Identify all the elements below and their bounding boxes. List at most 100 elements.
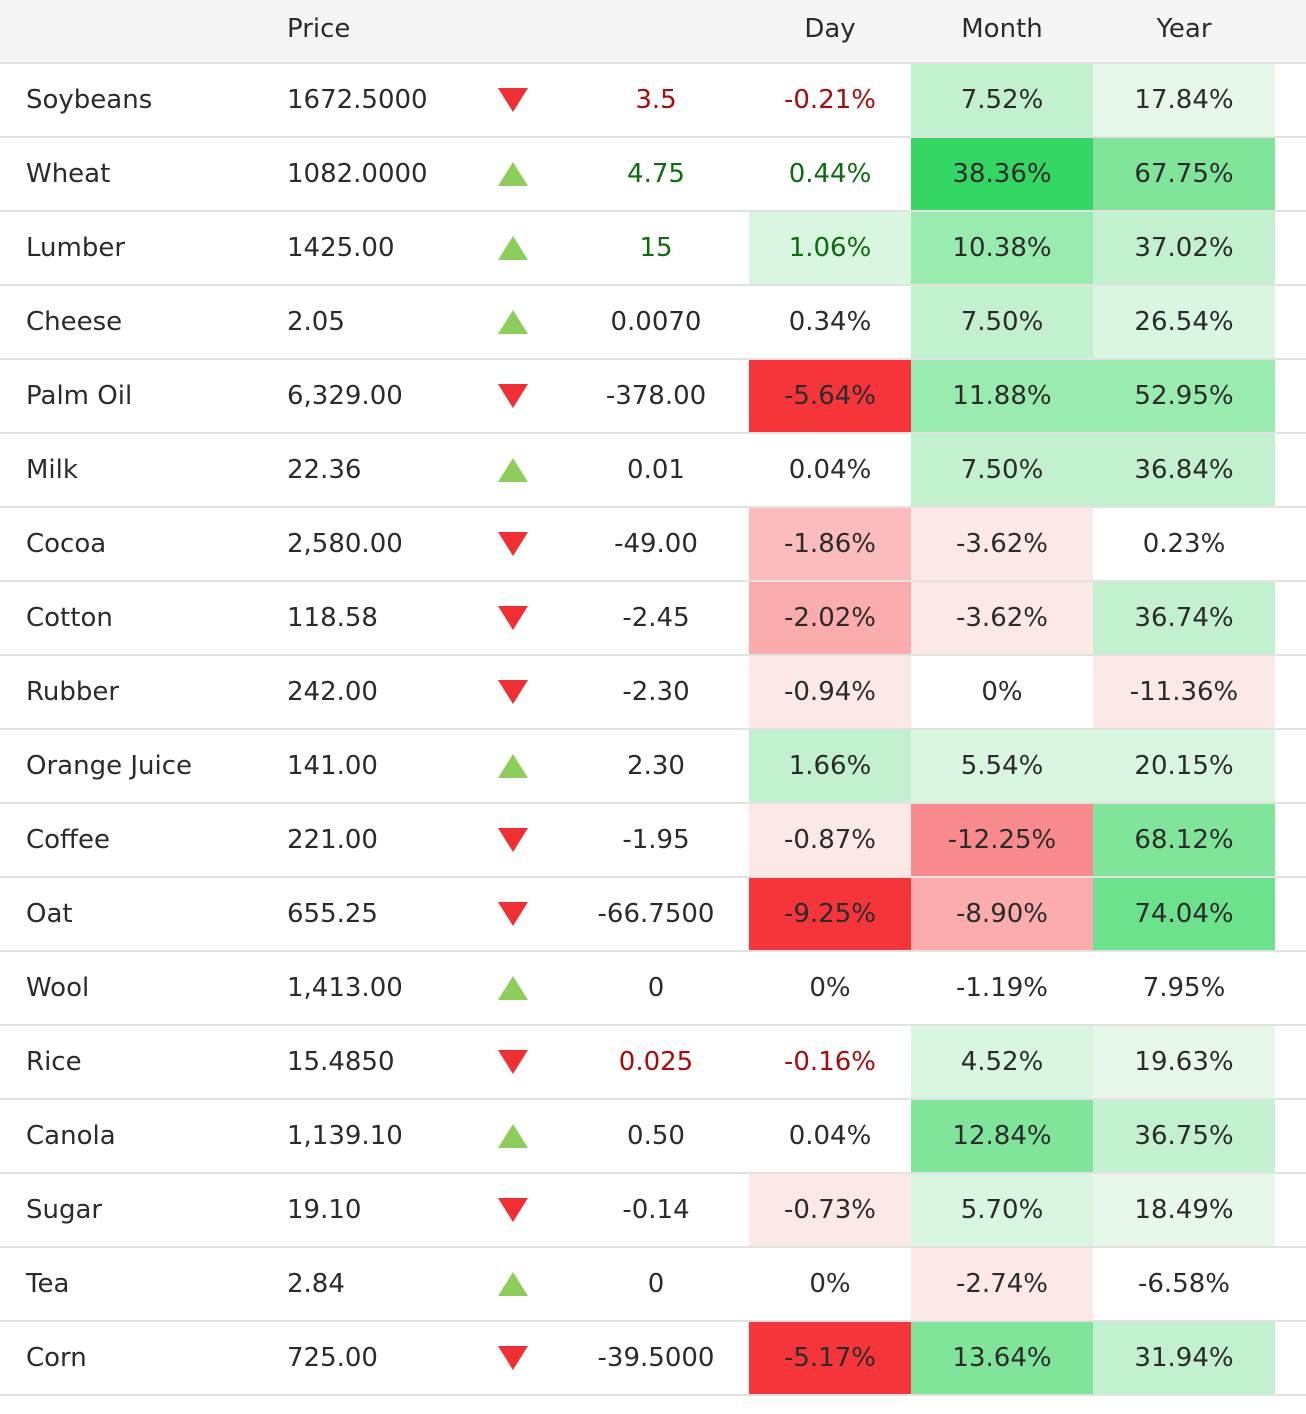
month-percent: -12.25% xyxy=(911,804,1093,876)
up-arrow-icon xyxy=(498,212,530,284)
change-value: -2.45 xyxy=(622,603,690,633)
year-percent: 31.94% xyxy=(1093,1322,1275,1394)
header-price[interactable]: Price xyxy=(287,14,351,44)
commodity-name[interactable]: Coffee xyxy=(26,825,110,855)
day-percent: 0.04% xyxy=(749,1100,911,1172)
triangle-down-icon xyxy=(498,384,528,408)
month-percent: -1.19% xyxy=(911,952,1093,1024)
commodity-name[interactable]: Milk xyxy=(26,455,78,485)
table-row[interactable]: Lumber 1425.00 15 1.06% 10.38% 37.02% xyxy=(0,212,1306,286)
year-percent: 68.12% xyxy=(1093,804,1275,876)
table-row[interactable]: Palm Oil 6,329.00 -378.00 -5.64% 11.88% 52.95… xyxy=(0,360,1306,434)
table-row[interactable]: Cocoa 2,580.00 -49.00 -1.86% -3.62% 0.23% xyxy=(0,508,1306,582)
table-row[interactable]: Wool 1,413.00 0 0% -1.19% 7.95% xyxy=(0,952,1306,1026)
table-row[interactable]: Orange Juice 141.00 2.30 1.66% 5.54% 20.15% xyxy=(0,730,1306,804)
table-row[interactable]: Milk 22.36 0.01 0.04% 7.50% 36.84% xyxy=(0,434,1306,508)
year-percent: 18.49% xyxy=(1093,1174,1275,1246)
table-row[interactable]: Coffee 221.00 -1.95 -0.87% -12.25% 68.12% xyxy=(0,804,1306,878)
down-arrow-icon xyxy=(498,656,530,728)
change-value: -2.30 xyxy=(622,677,690,707)
day-percent: -0.87% xyxy=(749,804,911,876)
down-arrow-icon xyxy=(498,1026,530,1098)
header-year[interactable]: Year xyxy=(1156,14,1212,44)
header-month[interactable]: Month xyxy=(961,14,1043,44)
commodity-name[interactable]: Cheese xyxy=(26,307,123,337)
triangle-down-icon xyxy=(498,902,528,926)
table-row[interactable]: Wheat 1082.0000 4.75 0.44% 38.36% 67.75% xyxy=(0,138,1306,212)
table-row[interactable]: Canola 1,139.10 0.50 0.04% 12.84% 36.75% xyxy=(0,1100,1306,1174)
price-value: 15.4850 xyxy=(287,1047,395,1077)
change-value: 15 xyxy=(639,233,673,263)
day-percent: -5.64% xyxy=(749,360,911,432)
table-row[interactable]: Cotton 118.58 -2.45 -2.02% -3.62% 36.74% xyxy=(0,582,1306,656)
price-value: 1,413.00 xyxy=(287,973,403,1003)
commodity-name[interactable]: Rubber xyxy=(26,677,120,707)
triangle-up-icon xyxy=(498,1272,528,1296)
table-body: Soybeans 1672.5000 3.5 -0.21% 7.52% 17.84% Whe… xyxy=(0,64,1306,1396)
commodity-name[interactable]: Lumber xyxy=(26,233,126,263)
commodity-name[interactable]: Wool xyxy=(26,973,90,1003)
year-percent: 36.74% xyxy=(1093,582,1275,654)
day-percent: 1.06% xyxy=(749,212,911,284)
commodity-name[interactable]: Canola xyxy=(26,1121,116,1151)
triangle-up-icon xyxy=(498,162,528,186)
commodity-name[interactable]: Orange Juice xyxy=(26,751,192,781)
table-row[interactable]: Soybeans 1672.5000 3.5 -0.21% 7.52% 17.84% xyxy=(0,64,1306,138)
up-arrow-icon xyxy=(498,138,530,210)
month-percent: -8.90% xyxy=(911,878,1093,950)
commodity-name[interactable]: Rice xyxy=(26,1047,82,1077)
table-row[interactable]: Corn 725.00 -39.5000 -5.17% 13.64% 31.94% xyxy=(0,1322,1306,1396)
table-row[interactable]: Rice 15.4850 0.025 -0.16% 4.52% 19.63% xyxy=(0,1026,1306,1100)
triangle-up-icon xyxy=(498,1124,528,1148)
day-percent: -5.17% xyxy=(749,1322,911,1394)
year-percent: 20.15% xyxy=(1093,730,1275,802)
triangle-up-icon xyxy=(498,236,528,260)
triangle-up-icon xyxy=(498,754,528,778)
triangle-down-icon xyxy=(498,606,528,630)
year-percent: 74.04% xyxy=(1093,878,1275,950)
day-percent: 0% xyxy=(749,1248,911,1320)
month-percent: 5.54% xyxy=(911,730,1093,802)
price-value: 22.36 xyxy=(287,455,362,485)
change-value: -66.7500 xyxy=(597,899,715,929)
commodity-name[interactable]: Oat xyxy=(26,899,73,929)
commodity-name[interactable]: Cocoa xyxy=(26,529,107,559)
day-percent: 0.04% xyxy=(749,434,911,506)
table-row[interactable]: Cheese 2.05 0.0070 0.34% 7.50% 26.54% xyxy=(0,286,1306,360)
price-value: 19.10 xyxy=(287,1195,362,1225)
table-row[interactable]: Oat 655.25 -66.7500 -9.25% -8.90% 74.04% xyxy=(0,878,1306,952)
commodity-name[interactable]: Palm Oil xyxy=(26,381,133,411)
table-row[interactable]: Tea 2.84 0 0% -2.74% -6.58% xyxy=(0,1248,1306,1322)
day-percent: -9.25% xyxy=(749,878,911,950)
price-value: 242.00 xyxy=(287,677,378,707)
commodity-name[interactable]: Tea xyxy=(26,1269,70,1299)
triangle-up-icon xyxy=(498,458,528,482)
year-percent: 36.75% xyxy=(1093,1100,1275,1172)
change-value: 4.75 xyxy=(627,159,685,189)
down-arrow-icon xyxy=(498,878,530,950)
header-day[interactable]: Day xyxy=(804,14,856,44)
commodity-name[interactable]: Soybeans xyxy=(26,85,153,115)
triangle-down-icon xyxy=(498,680,528,704)
year-percent: -6.58% xyxy=(1093,1248,1275,1320)
day-percent: 0.44% xyxy=(749,138,911,210)
table-row[interactable]: Sugar 19.10 -0.14 -0.73% 5.70% 18.49% xyxy=(0,1174,1306,1248)
triangle-down-icon xyxy=(498,1050,528,1074)
change-value: 0.0070 xyxy=(610,307,702,337)
commodity-name[interactable]: Corn xyxy=(26,1343,87,1373)
month-percent: 7.52% xyxy=(911,64,1093,136)
day-percent: -1.86% xyxy=(749,508,911,580)
month-percent: 7.50% xyxy=(911,286,1093,358)
month-percent: 12.84% xyxy=(911,1100,1093,1172)
change-value: 0 xyxy=(647,1269,665,1299)
up-arrow-icon xyxy=(498,434,530,506)
commodity-name[interactable]: Sugar xyxy=(26,1195,103,1225)
commodity-name[interactable]: Cotton xyxy=(26,603,113,633)
commodity-name[interactable]: Wheat xyxy=(26,159,111,189)
table-row[interactable]: Rubber 242.00 -2.30 -0.94% 0% -11.36% xyxy=(0,656,1306,730)
day-percent: 0.34% xyxy=(749,286,911,358)
day-percent: -0.94% xyxy=(749,656,911,728)
price-value: 1672.5000 xyxy=(287,85,428,115)
up-arrow-icon xyxy=(498,286,530,358)
